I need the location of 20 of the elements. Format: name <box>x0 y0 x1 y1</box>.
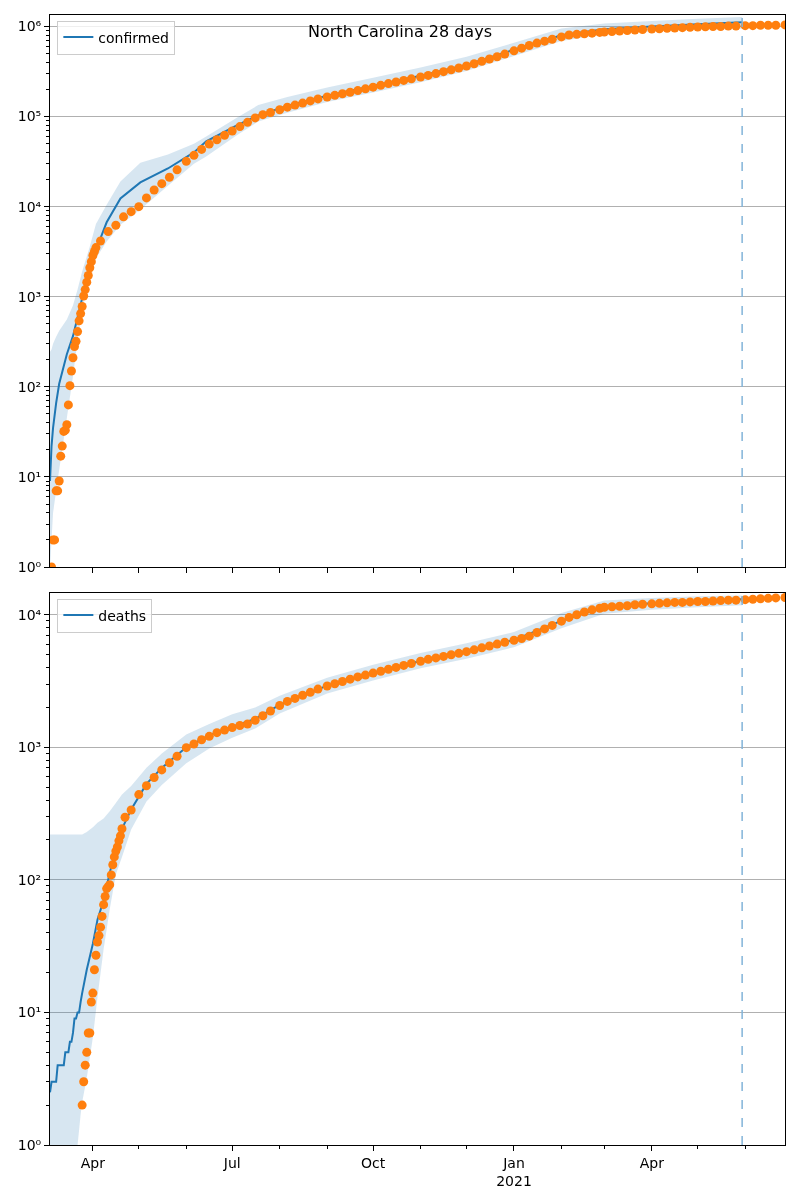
y-tick-label: 10¹ <box>17 1004 42 1021</box>
x-tick-label: Apr <box>80 1154 106 1171</box>
y-tick-label: 10² <box>17 871 42 888</box>
legend-label: deaths <box>98 607 147 624</box>
y-tick-label: 10⁰ <box>17 558 42 575</box>
y-tick-label: 10⁰ <box>17 1136 42 1153</box>
x-tick-label: Jan 2021 <box>496 1154 532 1189</box>
y-tick-label: 10³ <box>17 739 42 756</box>
y-tick-label: 10⁴ <box>17 198 42 215</box>
text: North Carolina 28 days <box>308 21 492 41</box>
y-tick-label: 10⁵ <box>17 108 42 125</box>
y-tick-label: 10² <box>17 378 42 395</box>
y-tick-label: 10³ <box>17 288 42 305</box>
x-tick-label: Oct <box>360 1154 386 1171</box>
y-tick-label: 10⁶ <box>17 18 42 35</box>
y-tick-label: 10⁴ <box>17 606 42 623</box>
legend-label: confirmed <box>98 29 169 46</box>
x-tick-label: Jul <box>222 1154 241 1171</box>
y-tick-label: 10¹ <box>17 468 42 485</box>
x-tick-label: Apr <box>639 1154 665 1171</box>
